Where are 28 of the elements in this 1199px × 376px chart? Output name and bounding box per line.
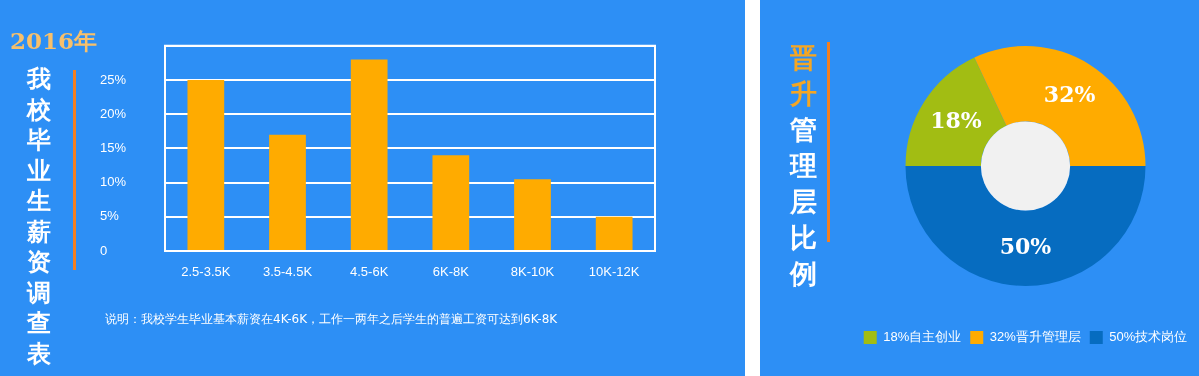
legend-label: 50%技术岗位 xyxy=(1109,329,1188,345)
data-label: 50% xyxy=(999,233,1052,260)
bar xyxy=(595,216,633,250)
bar xyxy=(514,179,551,250)
data-label: 18% xyxy=(930,106,982,133)
y-tick-label: 5% xyxy=(100,208,120,224)
bar xyxy=(350,59,388,250)
y-tick-label: 25% xyxy=(100,71,127,87)
y-tick-label: 10% xyxy=(100,174,127,190)
y-tick-label: 15% xyxy=(100,139,127,155)
legend-label: 18%自主创业 xyxy=(883,329,962,345)
legend-label: 32%晋升管理层 xyxy=(989,329,1081,345)
y-tick-label: 20% xyxy=(100,105,127,121)
chart-subtitle: 2016年 xyxy=(10,26,98,56)
x-tick-label: 8K-10K xyxy=(510,264,555,280)
chart-title: 我校毕业生薪资调查表 xyxy=(27,64,51,368)
x-tick-label: 6K-8K xyxy=(432,264,470,280)
data-label: 32% xyxy=(1043,81,1096,108)
x-tick-label: 3.5-4.5K xyxy=(262,264,313,280)
x-tick-label: 10K-12K xyxy=(588,264,640,280)
y-tick-label: 0 xyxy=(100,242,108,258)
bar xyxy=(269,134,306,250)
bar xyxy=(432,155,470,250)
text: 晋升管理层比例 xyxy=(788,41,818,291)
text: 说明：我校学生毕业基本薪资在4K-6K，工作一两年之后学生的普遍工资可达到6K-8K xyxy=(105,311,558,328)
bar xyxy=(187,80,225,250)
x-tick-label: 2.5-3.5K xyxy=(181,264,231,280)
x-tick-label: 4.5-6K xyxy=(350,264,389,280)
